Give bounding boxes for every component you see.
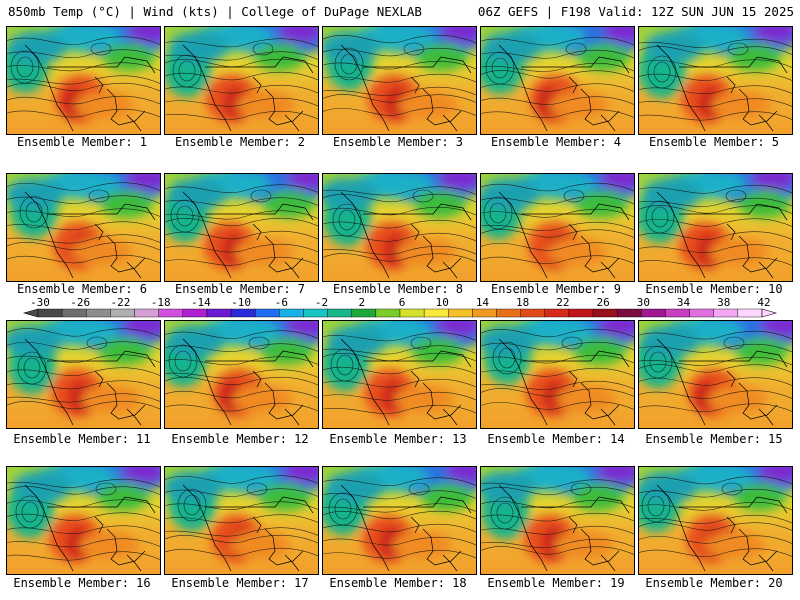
ensemble-member-label: Ensemble Member: 4: [490, 135, 622, 149]
ensemble-member-map: [322, 466, 477, 575]
colorbar-tick-label: 10: [436, 296, 449, 309]
colorbar-segment: [568, 308, 594, 318]
ensemble-member-map: [164, 320, 319, 429]
colorbar-segment: [423, 308, 449, 318]
colorbar-segment: [689, 308, 714, 318]
ensemble-member-label: Ensemble Member: 19: [487, 576, 625, 590]
ensemble-member-map: [638, 466, 793, 575]
ensemble-member-label: Ensemble Member: 5: [648, 135, 780, 149]
colorbar-segment: [665, 308, 690, 318]
colorbar-segment: [617, 308, 642, 318]
ensemble-member-map: [6, 26, 161, 135]
ensemble-member-map: [638, 173, 793, 282]
colorbar-segment: [520, 308, 546, 318]
ensemble-member-label: Ensemble Member: 17: [171, 576, 309, 590]
colorbar-segment: [713, 308, 739, 318]
colorbar-tick-label: -2: [315, 296, 328, 309]
colorbar-segment: [496, 308, 521, 318]
ensemble-member-label: Ensemble Member: 16: [13, 576, 151, 590]
ensemble-member-label: Ensemble Member: 14: [487, 432, 625, 446]
ensemble-member-map: [164, 173, 319, 282]
ensemble-member-map: [322, 26, 477, 135]
ensemble-member-label: Ensemble Member: 15: [645, 432, 783, 446]
colorbar-tick-label: 26: [596, 296, 609, 309]
colorbar-tick-label: 34: [677, 296, 691, 309]
colorbar-segment: [61, 308, 87, 318]
colorbar-segment: [592, 308, 618, 318]
colorbar-segment: [472, 308, 497, 318]
ensemble-member-label: Ensemble Member: 1: [16, 135, 148, 149]
ensemble-member-label: Ensemble Member: 8: [332, 282, 464, 296]
colorbar-tick-label: 6: [399, 296, 406, 309]
colorbar-segment: [737, 308, 763, 318]
colorbar-tick-label: 14: [476, 296, 490, 309]
ensemble-member-map: [164, 466, 319, 575]
colorbar-segment: [327, 308, 352, 318]
ensemble-member-map: [480, 320, 635, 429]
colorbar-tick-label: -10: [231, 296, 251, 309]
colorbar-segment: [134, 308, 159, 318]
colorbar-segment: [279, 308, 304, 318]
ensemble-member-label: Ensemble Member: 2: [174, 135, 306, 149]
ensemble-member-label: Ensemble Member: 20: [645, 576, 783, 590]
ensemble-member-label: Ensemble Member: 10: [645, 282, 783, 296]
colorbar-segment: [375, 308, 401, 318]
colorbar-right-arrow: [761, 308, 778, 318]
colorbar-tick-label: -22: [111, 296, 131, 309]
colorbar-segment: [399, 308, 425, 318]
colorbar-tick-label: 22: [556, 296, 569, 309]
colorbar-tick-label: -26: [70, 296, 90, 309]
ensemble-member-map: [638, 26, 793, 135]
colorbar-segment: [303, 308, 328, 318]
colorbar-segment: [544, 308, 570, 318]
ensemble-member-label: Ensemble Member: 13: [329, 432, 467, 446]
ensemble-member-map: [480, 466, 635, 575]
ensemble-member-map: [322, 320, 477, 429]
chart-title: 850mb Temp (°C) | Wind (kts) | College o…: [8, 4, 422, 19]
colorbar-tick-label: 30: [637, 296, 650, 309]
ensemble-member-map: [638, 320, 793, 429]
colorbar-segment: [182, 308, 208, 318]
ensemble-member-label: Ensemble Member: 11: [13, 432, 151, 446]
ensemble-member-map: [6, 320, 161, 429]
colorbar-segment: [158, 308, 184, 318]
ensemble-member-label: Ensemble Member: 18: [329, 576, 467, 590]
ensemble-member-label: Ensemble Member: 12: [171, 432, 309, 446]
colorbar-tick-label: -18: [151, 296, 171, 309]
ensemble-member-map: [6, 466, 161, 575]
colorbar-segment: [351, 308, 377, 318]
ensemble-member-map: [164, 26, 319, 135]
ensemble-member-label: Ensemble Member: 6: [16, 282, 148, 296]
colorbar-tick-label: 2: [358, 296, 365, 309]
ensemble-member-map: [6, 173, 161, 282]
colorbar-segment: [37, 308, 63, 318]
colorbar-tick-label: -6: [275, 296, 288, 309]
colorbar-segment: [110, 308, 135, 318]
colorbar-segment: [254, 308, 280, 318]
colorbar-segment: [448, 308, 473, 318]
ensemble-member-label: Ensemble Member: 9: [490, 282, 622, 296]
colorbar-left-arrow: [22, 308, 39, 318]
colorbar-tick-label: -14: [191, 296, 211, 309]
temperature-colorbar: -30 -26 -22 -18 -14 -10 -6 -2 2 6 10 14 18 22 26 30 34 38…: [22, 296, 778, 318]
colorbar-segment: [86, 308, 111, 318]
colorbar-segment: [206, 308, 232, 318]
ensemble-member-map: [322, 173, 477, 282]
run-valid-time: 06Z GEFS | F198 Valid: 12Z SUN JUN 15 20…: [477, 4, 794, 19]
colorbar-tick-label: 42: [757, 296, 770, 309]
ensemble-member-map: [480, 26, 635, 135]
colorbar-segment: [230, 308, 256, 318]
ensemble-member-map: [480, 173, 635, 282]
colorbar-segment: [641, 308, 666, 318]
colorbar-tick-label: 38: [717, 296, 730, 309]
ensemble-member-label: Ensemble Member: 3: [332, 135, 464, 149]
colorbar-tick-label: -30: [30, 296, 50, 309]
colorbar-tick-label: 18: [516, 296, 529, 309]
ensemble-member-label: Ensemble Member: 7: [174, 282, 306, 296]
